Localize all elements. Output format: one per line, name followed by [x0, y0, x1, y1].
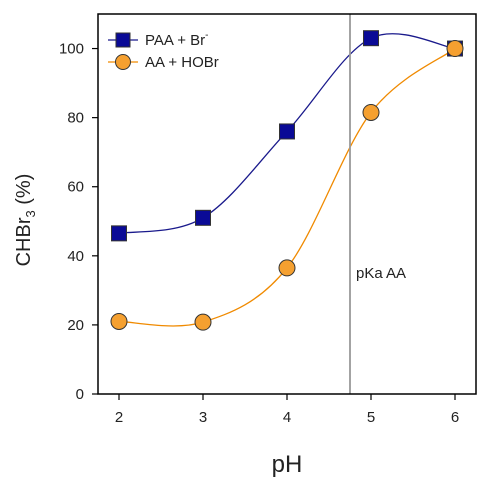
y-tick-label: 60: [67, 179, 84, 196]
data-point-circle: [194, 313, 212, 331]
x-tick-label: 4: [283, 409, 291, 426]
legend: PAA + Br- AA + HOBr: [108, 30, 219, 71]
y-tick-label: 0: [76, 386, 84, 403]
data-point-square: [363, 30, 379, 47]
data-markers: [110, 30, 464, 331]
x-axis-title: pH: [272, 451, 303, 477]
data-point-square: [111, 225, 127, 242]
series-line: [118, 48, 456, 327]
data-point-circle: [362, 103, 380, 121]
data-point-circle: [278, 259, 296, 277]
y-tick-label: 100: [59, 41, 84, 58]
y-axis-ticks: 0 20 40 60 80 100: [59, 41, 98, 403]
legend-label: PAA + Br-: [145, 30, 209, 49]
x-tick-label: 5: [367, 409, 375, 426]
y-axis-title: CHBr3 (%): [13, 174, 38, 267]
legend-item: AA + HOBr: [108, 54, 219, 71]
data-point-circle: [110, 312, 128, 330]
data-point-square: [195, 209, 211, 226]
x-tick-label: 3: [199, 409, 207, 426]
y-tick-label: 20: [67, 317, 84, 334]
legend-item: PAA + Br-: [108, 30, 209, 49]
y-axis-title-unit: (%): [13, 174, 35, 211]
pka-label: pKa AA: [356, 265, 406, 282]
x-tick-label: 2: [115, 409, 123, 426]
fit-curves: [118, 33, 456, 327]
y-tick-label: 80: [67, 110, 84, 127]
annotations: pKa AA: [349, 14, 406, 394]
data-point-square: [279, 123, 295, 140]
x-axis-ticks: 2 3 4 5 6: [115, 394, 459, 426]
y-axis-title-subscript: 3: [23, 210, 38, 217]
legend-square-marker: [115, 32, 131, 48]
legend-circle-marker: [115, 54, 131, 70]
plot-area-frame: [97, 13, 477, 395]
y-tick-label: 40: [67, 248, 84, 265]
data-point-circle: [446, 40, 464, 58]
legend-label: AA + HOBr: [145, 54, 219, 71]
x-tick-label: 6: [451, 409, 459, 426]
y-axis-title-main: CHBr: [13, 217, 35, 266]
